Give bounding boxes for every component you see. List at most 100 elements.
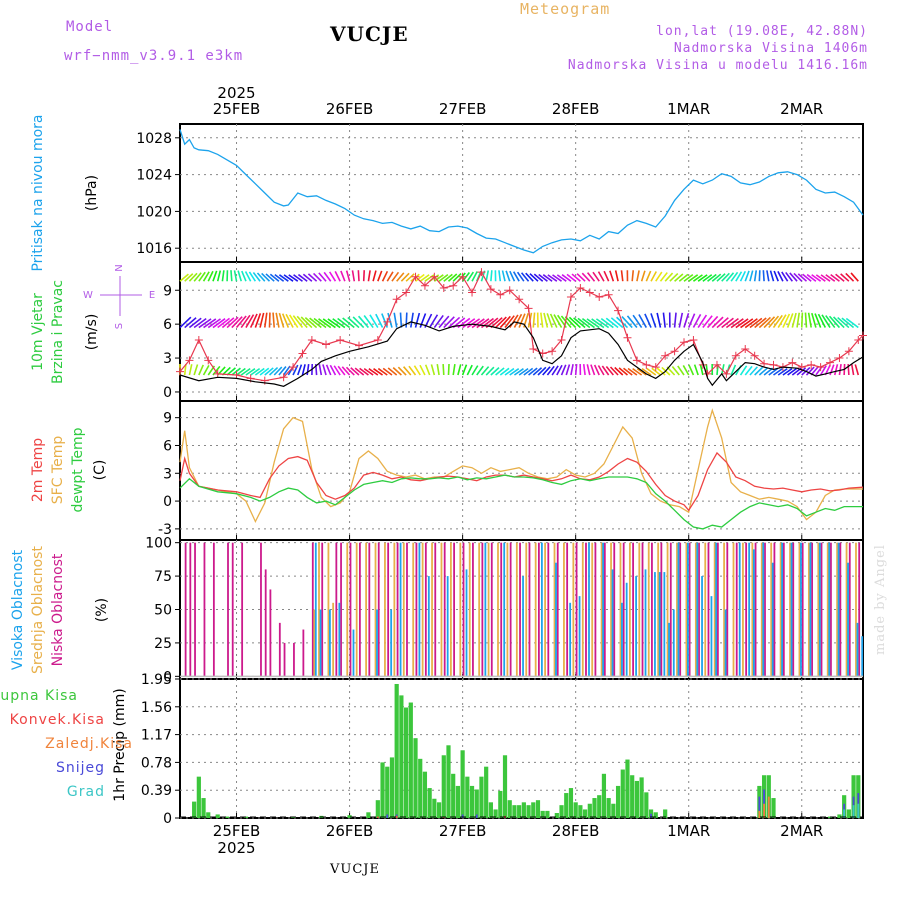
cloud-low-bar: [594, 542, 597, 677]
wind-arrow: [659, 272, 668, 282]
cloud-low-bar: [396, 542, 399, 677]
wind-arrow: [424, 274, 435, 282]
wind-arrow: [825, 274, 836, 282]
precip-total-bar: [418, 758, 423, 818]
wind-arrow: [518, 313, 526, 328]
wind-arrow: [740, 318, 754, 329]
cloud-mid-bar: [332, 602, 335, 677]
wind-arrow: [556, 274, 567, 282]
wind-arrow: [322, 318, 336, 329]
cloud-high-bar: [654, 572, 656, 677]
precip-total-bar: [620, 769, 625, 818]
gust-line-marker: [651, 363, 660, 372]
wind-arrow: [835, 273, 845, 282]
cloud-low-bar: [858, 542, 861, 677]
wind-arrow: [513, 368, 524, 376]
wind-arrow: [806, 273, 817, 282]
wind-arrow: [618, 367, 628, 376]
date-tick-bottom: 2MAR: [780, 822, 823, 840]
precip-total-bar: [366, 812, 371, 818]
wind-arrow: [233, 270, 238, 282]
cloud-low-bar: [519, 542, 521, 677]
cloud-mid-bar: [713, 542, 716, 677]
gust-line-marker: [307, 335, 316, 344]
cloud-high-bar: [790, 542, 793, 677]
gust-line-marker: [468, 288, 477, 297]
wind-arrow: [772, 314, 783, 329]
cloud-mid-bar: [779, 542, 782, 677]
wind-arrow: [256, 272, 266, 282]
precip-total-bar: [606, 798, 611, 818]
model-altitude: Nadmorska Visina u modelu 1416.16m: [567, 58, 868, 73]
wind-arrow: [499, 315, 511, 329]
wind-arrow: [367, 270, 371, 282]
cloud-mid-bar: [591, 542, 594, 677]
y-tick-label: 1.56: [141, 700, 172, 716]
wind-arrow: [560, 315, 572, 329]
cloud-low-bar: [302, 629, 305, 677]
gust-line-marker: [788, 358, 797, 367]
wind-arrow: [413, 365, 421, 376]
wind-arrow: [351, 270, 356, 282]
wind-arrow: [302, 273, 313, 282]
precip-total-bar: [568, 788, 574, 818]
panel-frame-precip: [179, 678, 864, 819]
wind-arrow: [721, 272, 730, 282]
wind-arrow: [560, 364, 567, 376]
temp-ylabel-sfc: SFC Temp: [50, 436, 66, 505]
cloud-low-bar: [349, 542, 352, 677]
wind-arrow: [438, 315, 450, 329]
cloud-mid-bar: [704, 542, 707, 677]
wind-arrow: [837, 316, 850, 329]
wind-arrow: [237, 270, 243, 282]
cloud-mid-bar: [628, 542, 631, 677]
wind-arrow: [304, 317, 318, 329]
gust-line-marker: [449, 281, 458, 290]
wind-arrow: [621, 316, 633, 329]
wind-arrow: [730, 271, 739, 282]
precip-total-bar: [436, 802, 442, 818]
wind-arrow: [592, 271, 600, 282]
cloud-mid-bar: [506, 542, 509, 677]
cloud-mid-bar: [544, 542, 546, 677]
cloud-mid-bar: [374, 542, 377, 677]
gust-line-marker: [604, 290, 613, 299]
wind-arrow: [662, 312, 666, 328]
y-tick-label: 0.78: [141, 755, 172, 771]
wind-arrow: [193, 272, 202, 282]
wind-arrow: [259, 367, 270, 376]
cloud-low-bar: [707, 542, 710, 677]
precip-total-bar: [394, 683, 399, 818]
precip-total-bar: [479, 776, 484, 818]
cloud-high-bar: [578, 596, 581, 677]
cloud-low-bar: [424, 542, 427, 677]
precip-conv-bar: [395, 815, 398, 818]
wind-arrow: [646, 367, 657, 376]
wind-arrow: [730, 364, 737, 376]
wind-arrow: [193, 364, 199, 376]
wind-arrow: [231, 316, 243, 329]
cloud-mid-bar: [534, 542, 537, 677]
cloud-low-bar: [500, 542, 503, 677]
wind-arrow: [638, 314, 648, 328]
gust-line-marker: [859, 331, 867, 340]
wind-arrow: [551, 365, 559, 376]
wind-arrow: [269, 273, 280, 282]
cloud-mid-bar: [647, 542, 650, 677]
wind-arrow: [854, 364, 860, 376]
cloud-mid-bar: [676, 542, 678, 677]
cloud-low-bar: [622, 542, 625, 677]
wind-arrow: [363, 315, 374, 329]
wind-arrow: [574, 363, 578, 376]
cloud-high-bar: [818, 542, 821, 677]
cloud-low-bar: [782, 542, 785, 677]
altitude: Nadmorska Visina 1406m: [673, 41, 868, 56]
wind-ylabel-1: 10m Vjetar: [30, 293, 46, 371]
cloud-mid-bar: [732, 542, 735, 677]
wind-arrow: [433, 314, 444, 329]
cloud-high-bar: [314, 542, 317, 677]
cloud-low-bar: [293, 642, 295, 677]
precip-total-bar: [432, 798, 437, 818]
wind-arrow: [811, 312, 817, 328]
gust-line-marker: [595, 293, 604, 302]
